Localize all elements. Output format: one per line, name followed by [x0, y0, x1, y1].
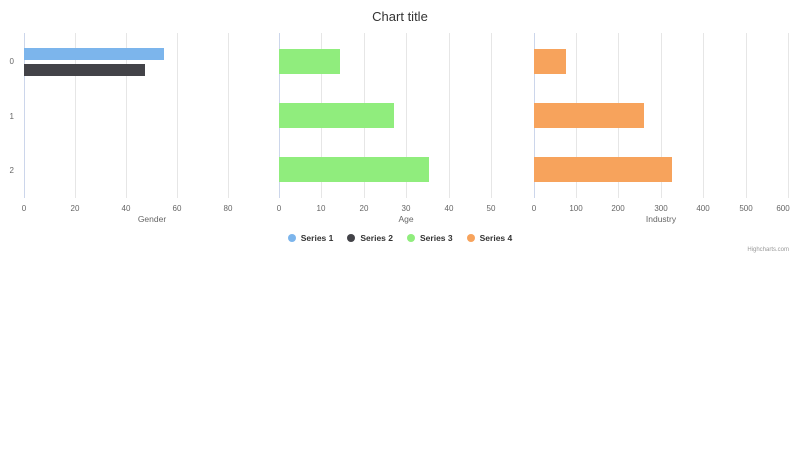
x-tick: 10: [316, 204, 326, 213]
x-tick: 0: [21, 204, 27, 213]
bar-series4-2[interactable]: [534, 157, 672, 182]
x-tick: 30: [401, 204, 411, 213]
x-axis-title-industry: Industry: [645, 214, 677, 224]
x-axis-title-gender: Gender: [137, 214, 167, 224]
bar-series4-0[interactable]: [534, 49, 566, 74]
legend-label: Series 2: [360, 233, 393, 243]
gridline: [126, 33, 127, 198]
x-tick: 500: [739, 204, 753, 213]
legend-item-series1[interactable]: Series 1: [287, 233, 334, 243]
x-tick: 400: [696, 204, 710, 213]
legend-item-series3[interactable]: Series 3: [407, 233, 453, 243]
gridline: [24, 33, 25, 198]
y-label-2: 2: [9, 166, 14, 175]
x-tick: 40: [444, 204, 454, 213]
bar-series3-2[interactable]: [279, 157, 429, 182]
gridline: [703, 33, 704, 198]
credits-link[interactable]: Highcharts.com: [747, 247, 789, 253]
x-tick: 0: [531, 204, 537, 213]
bar-series4-1[interactable]: [534, 103, 644, 128]
x-tick: 80: [223, 204, 233, 213]
gridline: [449, 33, 450, 198]
legend-label: Series 3: [420, 233, 453, 243]
gridline: [746, 33, 747, 198]
legend-label: Series 1: [300, 233, 334, 243]
gridline: [228, 33, 229, 198]
legend-item-series2[interactable]: Series 2: [347, 233, 393, 243]
legend-item-series4[interactable]: Series 4: [466, 233, 513, 243]
bar-series3-1[interactable]: [279, 103, 394, 128]
series1-marker-icon: [287, 234, 296, 242]
gridline: [661, 33, 662, 198]
x-axis-title-age: Age: [398, 214, 414, 224]
x-tick: 600: [776, 204, 790, 213]
x-tick: 60: [172, 204, 182, 213]
x-tick: 40: [121, 204, 131, 213]
legend: Series 1 Series 2 Series 3 Series 4: [0, 233, 800, 243]
y-label-0: 0: [9, 57, 14, 66]
x-tick: 20: [359, 204, 369, 213]
chart-title: Chart title: [372, 9, 428, 24]
gridline: [75, 33, 76, 198]
bar-series2-0[interactable]: [24, 64, 145, 76]
y-label-1: 1: [9, 112, 14, 121]
bar-series1-0[interactable]: [24, 48, 164, 60]
x-tick: 50: [486, 204, 496, 213]
legend-label: Series 4: [479, 233, 513, 243]
series3-marker-icon: [407, 234, 415, 242]
x-tick: 300: [654, 204, 668, 213]
x-tick: 0: [276, 204, 282, 213]
series4-marker-icon: [466, 234, 475, 242]
bar-series3-0[interactable]: [279, 49, 340, 74]
gridline: [491, 33, 492, 198]
series2-marker-icon: [347, 234, 356, 242]
x-tick: 200: [611, 204, 625, 213]
gridline: [177, 33, 178, 198]
gridline: [788, 33, 789, 198]
gridline: [406, 33, 407, 198]
x-tick: 20: [70, 204, 80, 213]
x-tick: 100: [569, 204, 583, 213]
